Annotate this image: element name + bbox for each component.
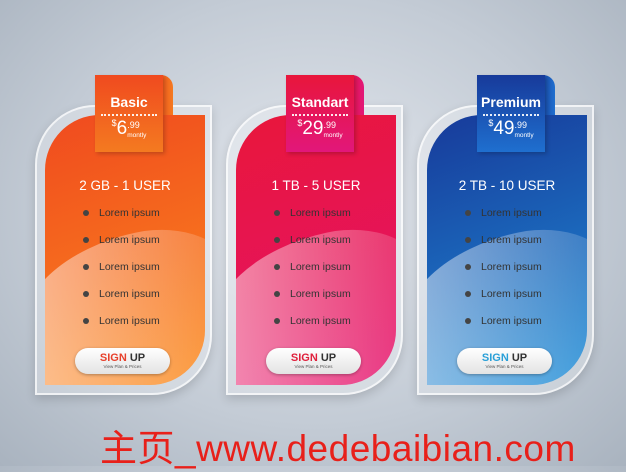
sign-up-button[interactable]: SIGN UP View Plan & Prices (457, 348, 552, 374)
pricing-card-premium: Premium $49.99 montly 2 TB - 10 USER Lore… (417, 0, 617, 400)
feature-label: Lorem ipsum (481, 315, 542, 327)
feature-label: Lorem ipsum (481, 207, 542, 219)
plan-price: $29.99 montly (297, 118, 343, 139)
bullet-icon (274, 210, 280, 217)
view-plan-link: View Plan & Prices (294, 364, 333, 369)
bullet-icon (83, 210, 89, 217)
bullet-icon (465, 291, 471, 298)
feature-label: Lorem ipsum (99, 207, 160, 219)
bullet-icon (274, 237, 280, 244)
plan-name: Standart (291, 94, 349, 110)
sign-up-button[interactable]: SIGN UP View Plan & Prices (266, 348, 361, 374)
feature-label: Lorem ipsum (481, 288, 542, 300)
card-body (236, 115, 396, 385)
pricing-card-standart: Standart $29.99 montly 1 TB - 5 USER Lore… (226, 0, 426, 400)
sign-up-button[interactable]: SIGN UP View Plan & Prices (75, 348, 170, 374)
bullet-icon (274, 264, 280, 271)
plan-tab: Basic $6.99 montly (95, 75, 163, 152)
feature-item: Lorem ipsum (83, 261, 160, 273)
feature-item: Lorem ipsum (274, 288, 351, 300)
feature-label: Lorem ipsum (290, 315, 351, 327)
view-plan-link: View Plan & Prices (485, 364, 524, 369)
feature-label: Lorem ipsum (290, 261, 351, 273)
bullet-icon (83, 291, 89, 298)
feature-item: Lorem ipsum (465, 288, 542, 300)
bullet-icon (83, 318, 89, 325)
plan-tab: Premium $49.99 montly (477, 75, 545, 152)
card-body (45, 115, 205, 385)
feature-label: Lorem ipsum (99, 288, 160, 300)
feature-item: Lorem ipsum (83, 207, 160, 219)
feature-item: Lorem ipsum (465, 207, 542, 219)
watermark-text: 主页_www.dedebaibian.com (100, 428, 576, 469)
feature-item: Lorem ipsum (83, 315, 160, 327)
plan-name: Basic (110, 94, 148, 110)
plan-tab: Standart $29.99 montly (286, 75, 354, 152)
bullet-icon (274, 291, 280, 298)
feature-label: Lorem ipsum (290, 207, 351, 219)
feature-label: Lorem ipsum (481, 234, 542, 246)
feature-item: Lorem ipsum (274, 234, 351, 246)
plan-headline: 1 TB - 5 USER (271, 178, 361, 193)
feature-item: Lorem ipsum (274, 261, 351, 273)
plan-name: Premium (481, 94, 541, 110)
feature-item: Lorem ipsum (83, 234, 160, 246)
feature-item: Lorem ipsum (83, 288, 160, 300)
bullet-icon (465, 210, 471, 217)
view-plan-link: View Plan & Prices (103, 364, 142, 369)
feature-label: Lorem ipsum (290, 288, 351, 300)
plan-headline: 2 GB - 1 USER (79, 178, 171, 193)
feature-item: Lorem ipsum (465, 234, 542, 246)
plan-headline: 2 TB - 10 USER (458, 178, 556, 193)
card-body (427, 115, 587, 385)
pricing-card-basic: Basic $6.99 montly 2 GB - 1 USER Lorem ip… (35, 0, 235, 400)
plan-price: $49.99 montly (488, 118, 534, 139)
feature-label: Lorem ipsum (99, 315, 160, 327)
feature-label: Lorem ipsum (290, 234, 351, 246)
bullet-icon (465, 264, 471, 271)
plan-price: $6.99 montly (111, 118, 147, 139)
feature-item: Lorem ipsum (274, 207, 351, 219)
feature-item: Lorem ipsum (274, 315, 351, 327)
feature-item: Lorem ipsum (465, 261, 542, 273)
bullet-icon (274, 318, 280, 325)
bullet-icon (465, 237, 471, 244)
bullet-icon (465, 318, 471, 325)
feature-item: Lorem ipsum (465, 315, 542, 327)
feature-label: Lorem ipsum (481, 261, 542, 273)
bullet-icon (83, 264, 89, 271)
bullet-icon (83, 237, 89, 244)
feature-label: Lorem ipsum (99, 234, 160, 246)
feature-label: Lorem ipsum (99, 261, 160, 273)
